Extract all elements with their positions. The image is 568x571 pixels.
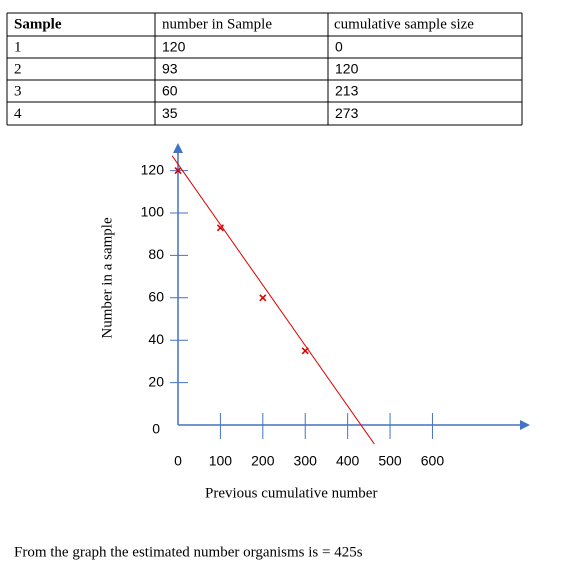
table-header: number in Sample bbox=[162, 16, 272, 32]
x-tick-label: 600 bbox=[421, 453, 445, 469]
y-tick-label: 40 bbox=[148, 331, 164, 347]
data-point bbox=[174, 166, 182, 175]
table-cell: 60 bbox=[162, 83, 178, 99]
y-axis-label: Number in a sample bbox=[99, 217, 115, 339]
y-tick-label: 100 bbox=[141, 204, 165, 220]
x-tick-label: 0 bbox=[174, 453, 182, 469]
y-tick-label: 0 bbox=[152, 421, 160, 437]
y-tick-label: 80 bbox=[148, 246, 164, 262]
x-axis-label: Previous cumulative number bbox=[205, 485, 377, 501]
caption: From the graph the estimated number orga… bbox=[14, 544, 363, 560]
y-axis-arrow bbox=[173, 143, 183, 153]
table-cell: 1 bbox=[14, 39, 22, 55]
data-point bbox=[216, 224, 224, 232]
table-cell: 2 bbox=[14, 61, 22, 77]
y-tick-label: 20 bbox=[148, 373, 164, 389]
table-cell: 120 bbox=[162, 39, 186, 55]
data-point bbox=[301, 347, 309, 355]
table-cell: 93 bbox=[162, 61, 178, 77]
data-point bbox=[259, 294, 267, 302]
y-tick-label: 120 bbox=[141, 161, 165, 177]
table-cell: 120 bbox=[335, 61, 359, 77]
table-cell: 0 bbox=[335, 39, 343, 55]
y-tick-label: 60 bbox=[148, 288, 164, 304]
x-tick-label: 200 bbox=[251, 453, 275, 469]
x-axis-arrow bbox=[520, 420, 530, 430]
x-tick-label: 400 bbox=[336, 453, 360, 469]
table-cell: 213 bbox=[335, 83, 359, 99]
table-header: cumulative sample size bbox=[334, 16, 474, 32]
x-tick-label: 500 bbox=[378, 453, 402, 469]
trend-line bbox=[171, 155, 375, 445]
x-tick-label: 300 bbox=[294, 453, 318, 469]
table-cell: 273 bbox=[335, 105, 359, 121]
table-header: Sample bbox=[14, 16, 62, 32]
table-cell: 4 bbox=[14, 106, 22, 122]
table-cell: 35 bbox=[162, 105, 178, 121]
x-tick-label: 100 bbox=[209, 453, 233, 469]
table-cell: 3 bbox=[14, 83, 22, 99]
